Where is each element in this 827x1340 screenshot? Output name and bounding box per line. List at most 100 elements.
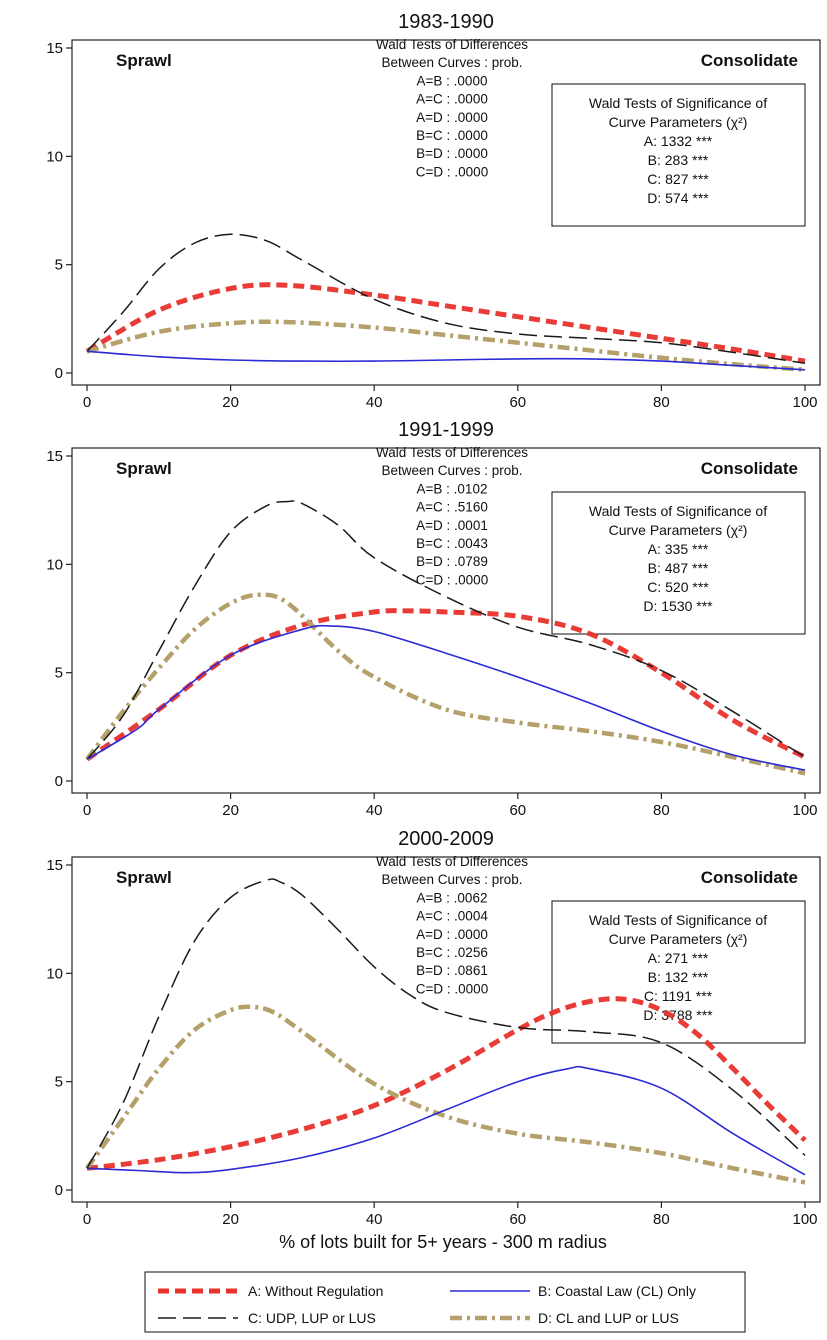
diff-test-row: B=D : .0789 [416, 554, 488, 569]
x-tick-label: 20 [222, 1211, 239, 1228]
diff-tests-annotation: Wald Tests of Differences Between Curves … [376, 445, 528, 587]
diff-test-row: A=D : .0000 [416, 927, 488, 942]
diff-test-row: C=D : .0000 [416, 981, 488, 996]
diff-tests-title: Between Curves : prob. [381, 872, 522, 887]
legend-label-B: B: Coastal Law (CL) Only [538, 1283, 696, 1299]
diff-test-row: B=D : .0861 [416, 963, 488, 978]
y-tick-label: 0 [55, 365, 63, 382]
sig-tests-frame [551, 83, 806, 227]
plot-frame [71, 447, 821, 794]
x-tick-label: 20 [222, 802, 239, 819]
sig-tests-box: Wald Tests of Significance of Curve Param… [551, 900, 806, 1044]
y-tick-label: 10 [46, 556, 63, 573]
consolidate-label: Consolidate [701, 51, 798, 70]
x-tick-label: 0 [83, 394, 91, 411]
y-tick-label: 5 [55, 257, 63, 274]
x-tick-label: 60 [509, 802, 526, 819]
x-tick-label: 40 [366, 394, 383, 411]
diff-tests-title: Between Curves : prob. [381, 463, 522, 478]
y-tick-label: 15 [46, 40, 63, 57]
sig-tests-frame [551, 900, 806, 1044]
x-tick-label: 20 [222, 394, 239, 411]
x-tick-label: 60 [509, 1211, 526, 1228]
diff-tests-annotation: Wald Tests of Differences Between Curves … [376, 854, 528, 996]
diff-test-row: A=C : .0000 [416, 92, 488, 107]
y-tick-label: 0 [55, 773, 63, 790]
diff-test-row: A=B : .0062 [417, 890, 488, 905]
y-tick-label: 15 [46, 857, 63, 874]
diff-tests-title: Wald Tests of Differences [376, 37, 528, 52]
chart-panel-1983-1990: 1983-1990 0 5 10 15 0 20 40 60 80 100 Sprawl Consoli… [46, 11, 821, 411]
sig-test-row: C: 520 *** [647, 579, 709, 595]
series-line-A [85, 282, 806, 364]
diff-tests-title: Wald Tests of Differences [376, 445, 528, 460]
x-tick-label: 80 [653, 394, 670, 411]
sig-test-row: A: 1332 *** [644, 133, 713, 149]
diff-test-row: C=D : .0000 [416, 164, 488, 179]
sig-tests-box: Wald Tests of Significance of Curve Param… [551, 491, 806, 635]
legend-label-C: C: UDP, LUP or LUS [248, 1310, 376, 1326]
diff-test-row: B=C : .0000 [416, 128, 488, 143]
x-tick-label: 0 [83, 802, 91, 819]
series-line-C [86, 233, 806, 365]
sig-tests-title: Wald Tests of Significance of [589, 503, 767, 519]
consolidate-label: Consolidate [701, 868, 798, 887]
y-tick-label: 5 [55, 665, 63, 682]
sprawl-label: Sprawl [116, 51, 172, 70]
sig-test-row: B: 132 *** [648, 969, 709, 985]
diff-test-row: B=D : .0000 [416, 146, 488, 161]
x-tick-label: 0 [83, 1211, 91, 1228]
legend-frame [144, 1271, 746, 1333]
x-tick-label: 100 [792, 1211, 817, 1228]
series-line-B [86, 1065, 806, 1176]
y-tick-label: 15 [46, 448, 63, 465]
series-line-C [86, 500, 806, 760]
sig-tests-title: Curve Parameters (χ²) [609, 931, 748, 947]
x-tick-label: 60 [509, 394, 526, 411]
sig-test-row: D: 3788 *** [643, 1007, 713, 1023]
sig-test-row: A: 271 *** [648, 950, 709, 966]
x-tick-label: 80 [653, 1211, 670, 1228]
chart-panel-1991-1999: 1991-1999 0 5 10 15 0 20 40 60 80 100 Sprawl Consoli… [46, 419, 821, 819]
consolidate-label: Consolidate [701, 459, 798, 478]
y-tick-label: 5 [55, 1074, 63, 1091]
x-axis-label: % of lots built for 5+ years - 300 m rad… [279, 1232, 607, 1252]
sig-test-row: B: 283 *** [648, 152, 709, 168]
series-line-B [86, 350, 806, 371]
panel-title: 2000-2009 [398, 828, 494, 850]
diff-test-row: B=C : .0043 [416, 536, 488, 551]
diff-test-row: A=B : .0102 [417, 481, 488, 496]
x-tick-label: 40 [366, 1211, 383, 1228]
diff-test-row: A=D : .0000 [416, 110, 488, 125]
plot-frame [71, 39, 821, 386]
legend-label-D: D: CL and LUP or LUS [538, 1310, 679, 1326]
sig-tests-title: Wald Tests of Significance of [589, 95, 767, 111]
panel-title: 1983-1990 [398, 11, 494, 33]
panel-title: 1991-1999 [398, 419, 494, 441]
x-tick-label: 100 [792, 802, 817, 819]
legend: A: Without Regulation B: Coastal Law (CL)… [144, 1271, 746, 1333]
diff-test-row: A=B : .0000 [417, 73, 488, 88]
sprawl-label: Sprawl [116, 459, 172, 478]
diff-tests-title: Wald Tests of Differences [376, 854, 528, 869]
plot-frame [71, 856, 821, 1203]
legend-label-A: A: Without Regulation [248, 1283, 383, 1299]
series-line-D [85, 1004, 806, 1185]
series-line-C [86, 878, 806, 1169]
x-tick-label: 80 [653, 802, 670, 819]
sig-test-row: B: 487 *** [648, 560, 709, 576]
x-tick-label: 100 [792, 394, 817, 411]
diff-test-row: C=D : .0000 [416, 572, 488, 587]
series-line-A [86, 996, 807, 1171]
sig-tests-title: Curve Parameters (χ²) [609, 522, 748, 538]
series-line-B [86, 624, 806, 771]
x-tick-label: 40 [366, 802, 383, 819]
sprawl-label: Sprawl [116, 868, 172, 887]
diff-test-row: B=C : .0256 [416, 945, 488, 960]
series-line-D [85, 592, 806, 776]
diff-test-row: A=C : .0004 [416, 909, 488, 924]
sig-test-row: A: 335 *** [648, 541, 709, 557]
chart-panel-2000-2009: 2000-2009 0 5 10 15 0 20 40 60 80 100 Sprawl Consoli… [46, 828, 821, 1228]
y-tick-label: 10 [46, 148, 63, 165]
